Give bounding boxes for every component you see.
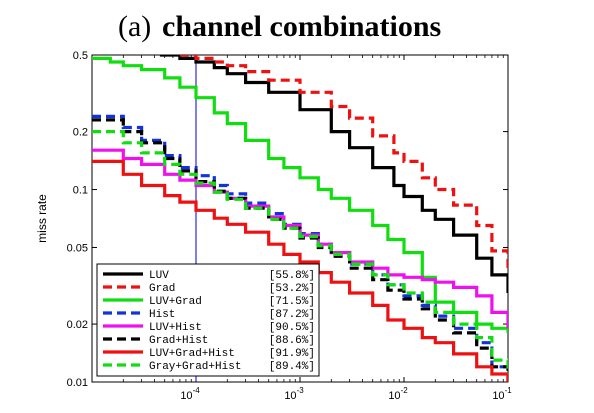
legend-score: [71.5%] <box>269 296 315 308</box>
y-tick-label: 0.5 <box>73 50 88 62</box>
series-line-luv <box>159 55 508 293</box>
legend-label: Hist <box>149 309 175 321</box>
y-tick-label: 0.1 <box>73 185 88 197</box>
y-axis: 0.01 0.02 0.05 0.1 0.2 0.5 <box>67 50 508 389</box>
series-line-luv-grad <box>92 56 508 333</box>
legend-score: [55.8%] <box>269 270 315 282</box>
legend-score: [89.4%] <box>269 361 315 373</box>
chart-title-label: (a) <box>118 10 151 43</box>
series-layer <box>92 55 508 382</box>
chart-title-text: channel combinations <box>162 10 441 43</box>
x-tick-label: 10-1 <box>492 386 512 402</box>
legend-label: LUV+Grad <box>149 296 202 308</box>
legend-score: [90.5%] <box>269 322 315 334</box>
y-tick-label: 0.01 <box>67 377 88 389</box>
x-tick-label: 10-2 <box>388 386 408 402</box>
legend-label: LUV <box>149 270 169 282</box>
series-line-grad-hist <box>92 118 508 382</box>
x-tick-label: 10-4 <box>180 386 200 402</box>
legend-label: LUV+Hist <box>149 322 202 334</box>
legend-score: [88.6%] <box>269 335 315 347</box>
series-line-grad <box>179 55 508 273</box>
x-tick-label: 10-3 <box>284 386 304 402</box>
chart-title: (a) channel combinations <box>118 10 441 43</box>
y-tick-label: 0.2 <box>73 127 88 139</box>
legend-label: LUV+Grad+Hist <box>149 348 235 360</box>
y-tick-label: 0.05 <box>67 242 88 254</box>
legend: LUV [55.8%] Grad [53.2%] LUV+Grad [71.5%] Hist… <box>96 263 320 377</box>
legend-label: Gray+Grad+Hist <box>149 361 241 373</box>
legend-score: [53.2%] <box>269 283 315 295</box>
legend-label: Grad+Hist <box>149 335 208 347</box>
y-axis-label: miss rate <box>35 194 49 243</box>
legend-score: [91.9%] <box>269 348 315 360</box>
legend-score: [87.2%] <box>269 309 315 321</box>
legend-box <box>96 263 320 377</box>
legend-label: Grad <box>149 283 175 295</box>
series-line-luv-grad-hist <box>92 159 508 382</box>
series-line-gray-grad-hist <box>92 130 508 374</box>
y-tick-label: 0.02 <box>67 319 88 331</box>
series-line-luv-hist <box>92 148 508 329</box>
